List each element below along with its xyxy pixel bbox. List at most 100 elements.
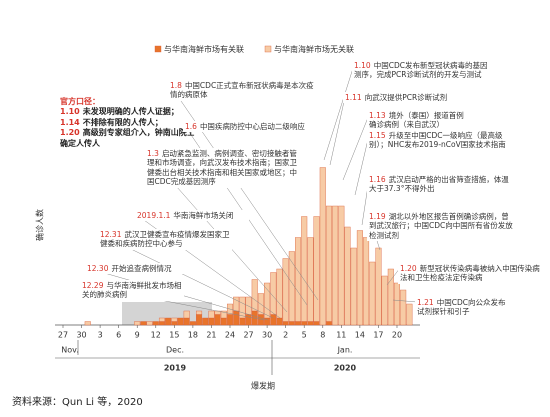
x-tick-label: 3 <box>98 331 103 340</box>
x-tick-label: 14 <box>355 331 365 340</box>
bar <box>251 279 258 312</box>
bar <box>140 321 147 326</box>
bar <box>338 205 345 326</box>
annotation-date: 12.31 <box>100 230 122 239</box>
bar <box>400 289 407 326</box>
x-tick-label: 8 <box>320 331 325 340</box>
bar <box>158 317 165 322</box>
official-date: 1.10 <box>60 107 80 117</box>
annotation-text: 启动紧急监测、病例调查、密切接触者管理和市场调查，向武汉发布技术指南；国家卫健委… <box>147 149 297 187</box>
bar <box>375 247 382 326</box>
annotation-text: 境外（泰国）报道首例确诊病例（来自武汉） <box>369 111 464 130</box>
annotation-text: 新型冠状传染病毒被纳入中国传染病法和卫生检疫法定传染病 <box>400 264 540 283</box>
annotation-text: 与华南海鲜批发市场相关的肺炎病例 <box>82 281 182 300</box>
annotation: 1.15 升级至中国CDC一级响应（最高级别）；NHC发布2019-nCoV国家技… <box>367 130 521 151</box>
official-date: 1.20 <box>60 128 80 138</box>
bar <box>325 205 332 322</box>
legend-swatch <box>154 45 162 53</box>
bar <box>165 317 172 326</box>
bar <box>313 216 320 322</box>
bar <box>325 321 332 326</box>
annotation-date: 1.19 <box>369 212 386 221</box>
annotation: 1.8 中国CDC正式宣布新冠状病毒是本次疫情的病原体 <box>168 80 322 101</box>
bar <box>208 317 215 326</box>
bar <box>295 237 302 322</box>
annotation: 1.19 湖北以外地区报告首例确诊病例，曾到武汉旅行；中国CDC向中国所有省份发放… <box>367 211 516 242</box>
bar <box>189 321 196 326</box>
bar <box>393 282 400 326</box>
bar <box>183 317 190 326</box>
bar <box>202 317 209 326</box>
official-item: 1.14 不排除有限的人传人； <box>60 118 195 128</box>
bar <box>301 216 308 322</box>
x-tick-label: 2 <box>283 331 288 340</box>
x-tick-label: 9 <box>135 331 140 340</box>
annotation-text: 中国CDC向公众发布试剂探针和引子 <box>417 298 506 317</box>
bar <box>270 314 277 326</box>
bar <box>183 310 190 319</box>
annotation-text: 华南海鲜市场关闭 <box>173 211 234 220</box>
bar <box>196 310 203 315</box>
bar <box>245 314 252 326</box>
annotation: 2019.1.1 华南海鲜市场关闭 <box>135 210 249 222</box>
annotation-text: 开始追查病例情况 <box>111 264 172 273</box>
x-tick-label: 30 <box>76 331 86 340</box>
bar <box>214 314 221 326</box>
bar <box>158 321 165 326</box>
annotation-text: 中国CDC正式宣布新冠状病毒是本次疫情的病原体 <box>170 81 314 100</box>
annotation: 12.29 与华南海鲜批发市场相关的肺炎病例 <box>80 280 184 301</box>
annotation-date: 1.16 <box>369 175 386 184</box>
official-text: 高级别专家组介入，钟南山院士确定人传人 <box>60 128 195 148</box>
year-label: 2019 <box>164 364 187 373</box>
annotation-date: 1.20 <box>400 264 417 273</box>
bar <box>177 317 184 326</box>
y-axis-label: 确诊人数 <box>35 209 45 241</box>
month-label: Jan. <box>337 346 353 355</box>
x-tick-label: 27 <box>243 331 253 340</box>
annotation-pointer <box>392 299 418 303</box>
bar <box>276 268 283 319</box>
bar <box>282 258 289 322</box>
x-axis-label: 爆发期 <box>251 381 275 391</box>
month-label: Nov. <box>61 346 79 355</box>
annotation-date: 1.15 <box>369 131 386 140</box>
annotation-text: 向武汉提供PCR诊断试剂 <box>364 93 448 102</box>
annotation: 1.13 境外（泰国）报道首例确诊病例（来自武汉） <box>367 110 471 131</box>
bar <box>319 167 326 326</box>
bar <box>196 314 203 326</box>
annotation-date: 12.30 <box>87 264 109 273</box>
annotation-pointer <box>169 84 319 301</box>
x-tick-label: 24 <box>225 331 235 340</box>
bar <box>369 261 376 326</box>
annotation-text: 升级至中国CDC一级响应（最高级别）；NHC发布2019-nCoV国家技术指南 <box>369 131 506 150</box>
bar <box>171 317 178 322</box>
bar <box>270 272 277 315</box>
bar <box>264 282 271 319</box>
official-date: 1.14 <box>60 117 80 127</box>
annotation: 1.10 中国CDC发布新型冠状病毒的基因测序，完成PCR诊断试剂的开发与测试 <box>352 60 491 81</box>
bar <box>295 321 302 326</box>
bar <box>356 230 363 326</box>
annotation: 1.3 启动紧急监测、病例调查、密切接触者管理和市场调查，向武汉发布技术指南；国家… <box>145 148 299 188</box>
bar <box>171 321 178 326</box>
annotation: 1.21 中国CDC向公众发布试剂探针和引子 <box>415 297 509 318</box>
bar <box>350 247 357 326</box>
x-tick-label: 12 <box>151 331 161 340</box>
annotation-date: 1.3 <box>147 149 159 158</box>
x-tick-label: 5 <box>302 331 307 340</box>
annotation: 1.6 中国疾病防控中心启动二级响应 <box>183 121 322 133</box>
bar <box>344 226 351 326</box>
official-text: 不排除有限的人传人； <box>82 117 163 127</box>
bar <box>301 321 308 326</box>
bar <box>282 321 289 326</box>
bar <box>307 321 314 326</box>
x-tick-label: 27 <box>58 331 68 340</box>
bar <box>381 275 388 326</box>
official-statement: 官方口径： 1.10 未发现明确的人传人证据； 1.14 不排除有限的人传人； 1.20… <box>60 97 195 149</box>
x-tick-label: 21 <box>206 331 216 340</box>
annotation-date: 1.6 <box>185 122 197 131</box>
legend-label: 与华南海鲜市场有关联 <box>164 44 244 54</box>
annotation-date: 1.21 <box>417 298 434 307</box>
